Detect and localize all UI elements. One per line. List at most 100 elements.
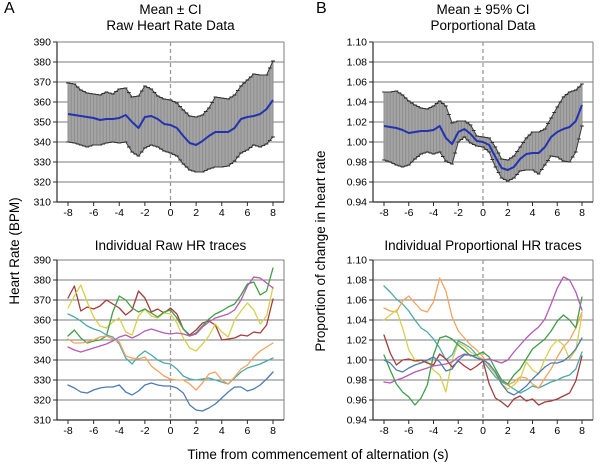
y-tick-label: 350 bbox=[33, 117, 51, 129]
x-tick-label: 2 bbox=[193, 425, 199, 437]
x-tick-label: -8 bbox=[379, 207, 388, 219]
x-tick-label: 0 bbox=[168, 425, 174, 437]
x-tick-label: 4 bbox=[530, 425, 536, 437]
y-tick-label: 1.10 bbox=[347, 37, 368, 49]
y-tick-label: 390 bbox=[33, 255, 51, 267]
x-tick-label: -2 bbox=[454, 207, 463, 219]
y-tick-label: 0.94 bbox=[347, 415, 368, 427]
x-tick-label: 4 bbox=[219, 425, 225, 437]
y-tick-label: 390 bbox=[33, 37, 51, 49]
trace-red bbox=[67, 285, 274, 341]
y-tick-label: 1.08 bbox=[347, 275, 368, 287]
y-tick-label: 1.00 bbox=[347, 137, 368, 149]
trace-green bbox=[67, 267, 274, 344]
y-tick-label: 340 bbox=[33, 137, 51, 149]
x-tick-label: 8 bbox=[579, 425, 585, 437]
x-tick-label: 4 bbox=[530, 207, 536, 219]
x-tick-label: 6 bbox=[244, 425, 250, 437]
x-tick-label: -6 bbox=[404, 207, 413, 219]
mean-line bbox=[67, 99, 274, 146]
x-tick-label: 0 bbox=[168, 207, 174, 219]
y-tick-label: 380 bbox=[33, 57, 51, 69]
x-tick-label: -2 bbox=[454, 425, 463, 437]
y-tick-label: 340 bbox=[33, 355, 51, 367]
y-tick-label: 1.06 bbox=[347, 295, 368, 307]
x-tick-label: -4 bbox=[429, 207, 438, 219]
y-tick-label: 1.00 bbox=[347, 355, 368, 367]
panel-a-bottom-title: Individual Raw HR traces bbox=[94, 238, 247, 253]
trace-green bbox=[383, 296, 583, 406]
y-tick-label: 0.94 bbox=[347, 197, 368, 209]
y-tick-label: 1.10 bbox=[347, 255, 368, 267]
y-tick-label: 370 bbox=[33, 77, 51, 89]
left-y-axis-label: Heart Rate (BPM) bbox=[7, 197, 22, 305]
y-tick-label: 1.02 bbox=[347, 335, 368, 347]
y-tick-label: 380 bbox=[33, 275, 51, 287]
y-tick-label: 350 bbox=[33, 335, 51, 347]
y-tick-label: 1.04 bbox=[347, 97, 368, 109]
y-tick-label: 0.96 bbox=[347, 395, 368, 407]
x-tick-label: 2 bbox=[505, 425, 511, 437]
panel-b-label: B bbox=[316, 0, 327, 17]
x-tick-label: 2 bbox=[505, 207, 511, 219]
x-tick-label: -4 bbox=[115, 425, 124, 437]
x-tick-label: 8 bbox=[270, 425, 276, 437]
panel-a-label: A bbox=[4, 0, 15, 17]
x-tick-label: -2 bbox=[140, 207, 149, 219]
x-tick-label: -8 bbox=[63, 425, 72, 437]
chart-panel-mean-proportional: 1.10 1.08 1.06 1.04 1.02 1.00 0.98 0.96 0.94 -8 -6… bbox=[347, 37, 594, 219]
chart-panel-mean-raw: 390 380 370 360 350 340 330 320 310 -8 -6 -4 -2 0 2 4 6 8 bbox=[33, 37, 285, 219]
lower-ci-line bbox=[383, 125, 583, 182]
x-tick-label: 6 bbox=[554, 207, 560, 219]
x-tick-label: 2 bbox=[193, 207, 199, 219]
x-axis-label: Time from commencement of alternation (s… bbox=[187, 447, 449, 462]
x-tick-label: 4 bbox=[219, 207, 225, 219]
panel-a-top-title-line1: Mean ± CI bbox=[139, 2, 202, 17]
y-tick-label: 360 bbox=[33, 97, 51, 109]
x-tick-label: -4 bbox=[429, 425, 438, 437]
trace-yellow bbox=[67, 284, 274, 352]
x-tick-label: -8 bbox=[63, 207, 72, 219]
upper-ci-line bbox=[67, 60, 274, 118]
panel-b-top-title-line1: Mean ± 95% CI bbox=[436, 2, 530, 17]
trace-red bbox=[383, 334, 583, 408]
x-tick-label: -4 bbox=[115, 207, 124, 219]
chart-panel-individual-proportional: 1.10 1.08 1.06 1.04 1.02 1.00 0.98 0.96 0.94 -8 -6… bbox=[347, 255, 594, 437]
upper-ci-line bbox=[384, 83, 583, 161]
x-tick-label: 8 bbox=[270, 207, 276, 219]
trace-blue bbox=[67, 371, 274, 412]
y-tick-label: 310 bbox=[33, 197, 51, 209]
trace-teal bbox=[67, 313, 274, 385]
x-tick-label: 6 bbox=[244, 207, 250, 219]
panel-b-bottom-title: Individual Proportional HR traces bbox=[384, 238, 582, 253]
y-tick-label: 360 bbox=[33, 315, 51, 327]
x-tick-label: -6 bbox=[89, 207, 98, 219]
x-tick-label: 8 bbox=[579, 207, 585, 219]
trace-blue bbox=[383, 337, 583, 396]
y-tick-label: 1.08 bbox=[347, 57, 368, 69]
right-y-axis-label: Proportion of change in heart rate bbox=[313, 150, 328, 352]
x-tick-label: -6 bbox=[89, 425, 98, 437]
chart-panel-individual-raw: 390 380 370 360 350 340 330 320 310 -8 -6 -4 -2 0 2 4 6 8 bbox=[33, 255, 285, 437]
x-tick-label: 0 bbox=[480, 425, 486, 437]
y-tick-label: 0.98 bbox=[347, 375, 368, 387]
x-tick-label: 6 bbox=[554, 425, 560, 437]
y-tick-label: 370 bbox=[33, 295, 51, 307]
y-tick-label: 1.06 bbox=[347, 77, 368, 89]
y-tick-label: 1.04 bbox=[347, 315, 368, 327]
y-tick-label: 0.96 bbox=[347, 177, 368, 189]
mean-line bbox=[383, 104, 583, 171]
trace-orange bbox=[67, 335, 274, 391]
x-tick-label: -2 bbox=[140, 425, 149, 437]
y-tick-label: 320 bbox=[33, 395, 51, 407]
panel-b-top-title-line2: Porportional Data bbox=[430, 18, 536, 33]
lower-ci-line bbox=[67, 136, 274, 173]
x-tick-label: -8 bbox=[379, 425, 388, 437]
y-tick-label: 330 bbox=[33, 157, 51, 169]
y-tick-label: 1.02 bbox=[347, 117, 368, 129]
y-tick-label: 330 bbox=[33, 375, 51, 387]
x-tick-label: 0 bbox=[480, 207, 486, 219]
trace-magenta bbox=[67, 276, 274, 353]
